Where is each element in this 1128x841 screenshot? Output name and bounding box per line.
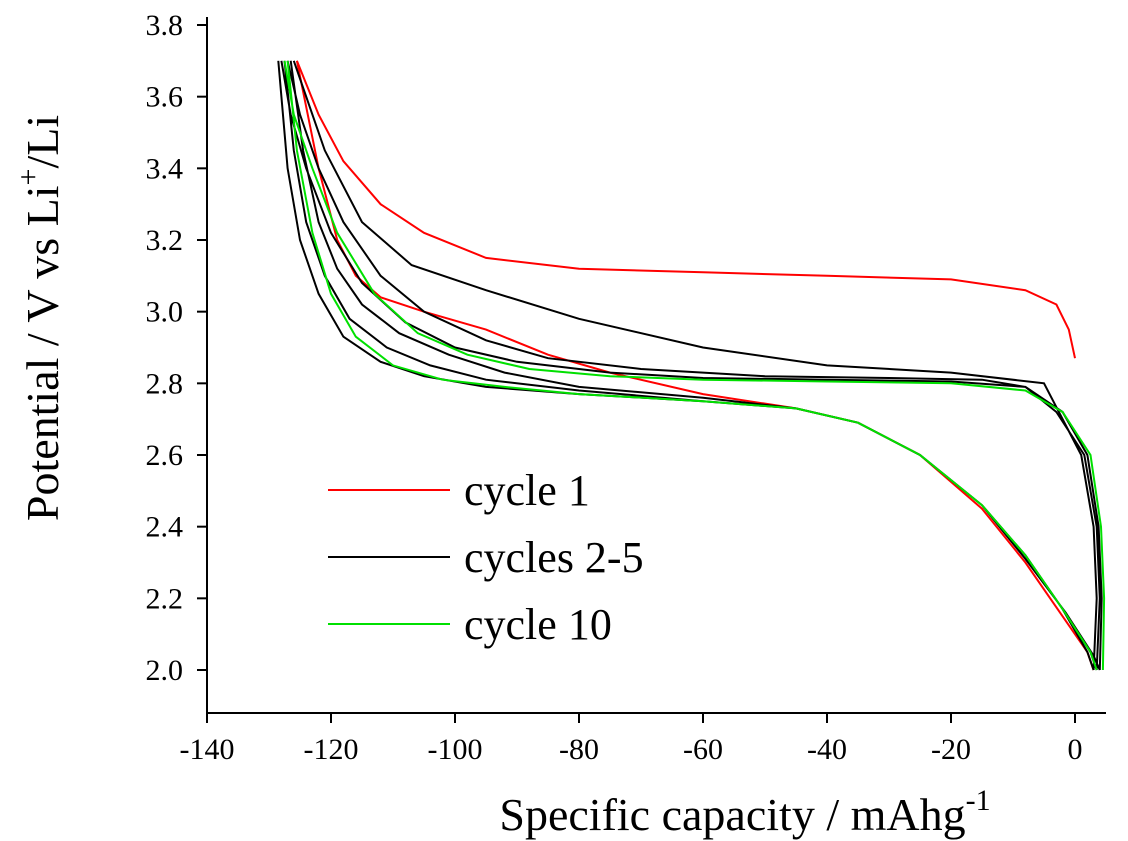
y-tick-label: 3.8 xyxy=(146,9,184,42)
y-tick-label: 2.4 xyxy=(146,511,184,544)
x-tick-label: -140 xyxy=(180,733,235,766)
legend-label: cycles 2-5 xyxy=(464,533,644,582)
x-tick-label: -100 xyxy=(428,733,483,766)
y-tick-label: 3.6 xyxy=(146,81,184,114)
legend-label: cycle 1 xyxy=(464,466,590,515)
legend-label: cycle 10 xyxy=(464,600,612,649)
y-tick-label: 2.2 xyxy=(146,582,184,615)
x-tick-label: -40 xyxy=(807,733,847,766)
y-tick-label: 3.4 xyxy=(146,152,184,185)
x-tick-label: -20 xyxy=(931,733,971,766)
x-axis-label: Specific capacity / mAhg-1 xyxy=(499,784,990,840)
y-tick-label: 3.0 xyxy=(146,296,184,329)
y-axis-label: Potential / V vs Li+/Li xyxy=(12,115,68,521)
y-tick-label: 2.6 xyxy=(146,439,184,472)
series-line xyxy=(283,60,1106,671)
y-tick-label: 2.0 xyxy=(146,654,184,687)
y-tick-label: 3.2 xyxy=(146,224,184,257)
series-line xyxy=(295,60,1095,671)
x-tick-label: -120 xyxy=(304,733,359,766)
x-tick-label: -60 xyxy=(683,733,723,766)
x-tick-label: -80 xyxy=(559,733,599,766)
y-tick-label: 2.8 xyxy=(146,367,184,400)
series-line xyxy=(277,60,1103,671)
x-tick-label: 0 xyxy=(1068,733,1083,766)
